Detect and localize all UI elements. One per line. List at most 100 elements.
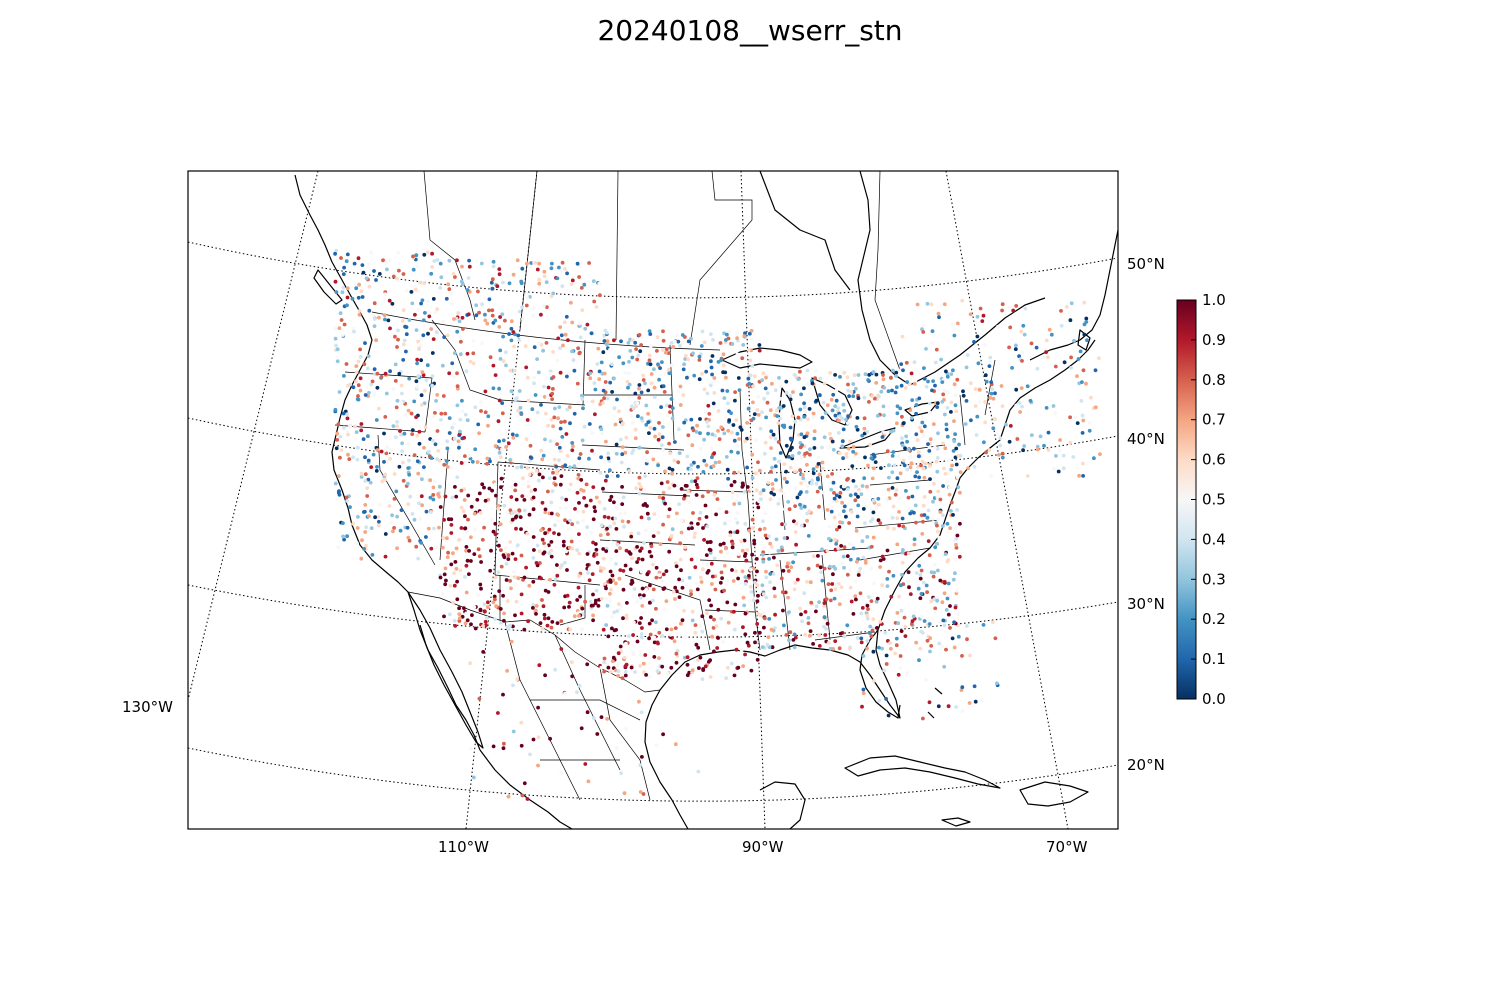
station-point [712,391,717,395]
station-point [714,512,718,517]
station-point [883,688,888,693]
station-point [730,495,735,500]
station-point [406,502,411,507]
station-point [1022,444,1027,448]
station-point [558,426,563,431]
station-point [732,627,737,632]
station-point [743,439,748,444]
station-point [831,447,836,452]
station-point [906,579,911,584]
station-point [791,390,795,394]
station-point [564,549,568,554]
station-point [914,640,919,645]
station-point [857,487,861,492]
station-point [351,385,356,390]
station-point [561,543,566,548]
station-point [532,345,537,350]
station-point [677,502,681,506]
station-point [463,526,467,531]
station-point [534,604,539,608]
station-point [643,653,648,657]
station-point [378,502,383,507]
station-point [743,552,748,556]
station-point [832,496,837,501]
station-point [568,518,572,523]
station-point [894,488,899,492]
station-point [754,557,759,561]
station-point [806,534,811,538]
station-point [676,483,680,488]
station-point [513,488,518,493]
station-point [497,267,502,271]
station-point [499,476,504,481]
station-point [856,396,861,401]
station-point [779,488,783,493]
station-point [881,373,885,377]
station-point [1046,430,1051,435]
station-point [679,530,684,535]
station-point [726,620,731,625]
station-point [675,511,679,516]
state-line-ok-tx [624,574,711,651]
station-point [395,398,400,403]
station-point [479,400,483,404]
station-point [386,318,391,323]
station-point [458,568,463,573]
station-point [706,424,711,429]
station-point [412,517,417,522]
station-point [430,383,435,388]
station-point [452,436,457,441]
station-point [419,540,423,545]
station-point [949,400,954,405]
station-point [866,607,870,611]
station-point [372,390,376,395]
station-point [452,317,456,321]
station-point [578,452,583,456]
station-point [640,557,645,562]
station-point [942,623,947,628]
station-point [639,515,644,520]
station-point [916,450,921,454]
station-point [774,537,779,542]
station-point [734,498,739,503]
station-point [1082,322,1087,327]
station-point [563,560,567,565]
station-point [684,353,688,358]
station-point [363,472,368,477]
map-area [188,171,1118,829]
station-point [725,579,730,583]
station-point [787,638,791,643]
station-point [711,401,716,406]
station-point [952,382,957,387]
station-point [1021,448,1025,453]
station-point [942,664,947,669]
station-point [362,510,366,514]
station-point [486,600,490,605]
station-point [409,411,414,416]
station-point [375,448,380,452]
station-point [563,506,568,510]
station-point [707,547,712,552]
station-point [360,295,365,299]
station-point [527,512,532,517]
station-point [577,275,581,279]
station-point [363,455,367,460]
station-point [438,286,443,290]
station-point [614,549,619,553]
station-point [440,363,445,368]
station-point [639,710,644,715]
station-point [996,324,1000,329]
station-point [913,503,918,508]
station-point [841,456,845,461]
station-point [445,439,450,444]
station-point [358,355,363,359]
station-point [612,406,617,411]
station-point [356,295,361,300]
station-point [1023,306,1028,311]
station-point [500,312,505,317]
station-point [511,435,516,440]
station-point [935,469,940,474]
station-point [758,613,763,618]
station-point [654,620,658,625]
station-point [960,654,964,658]
